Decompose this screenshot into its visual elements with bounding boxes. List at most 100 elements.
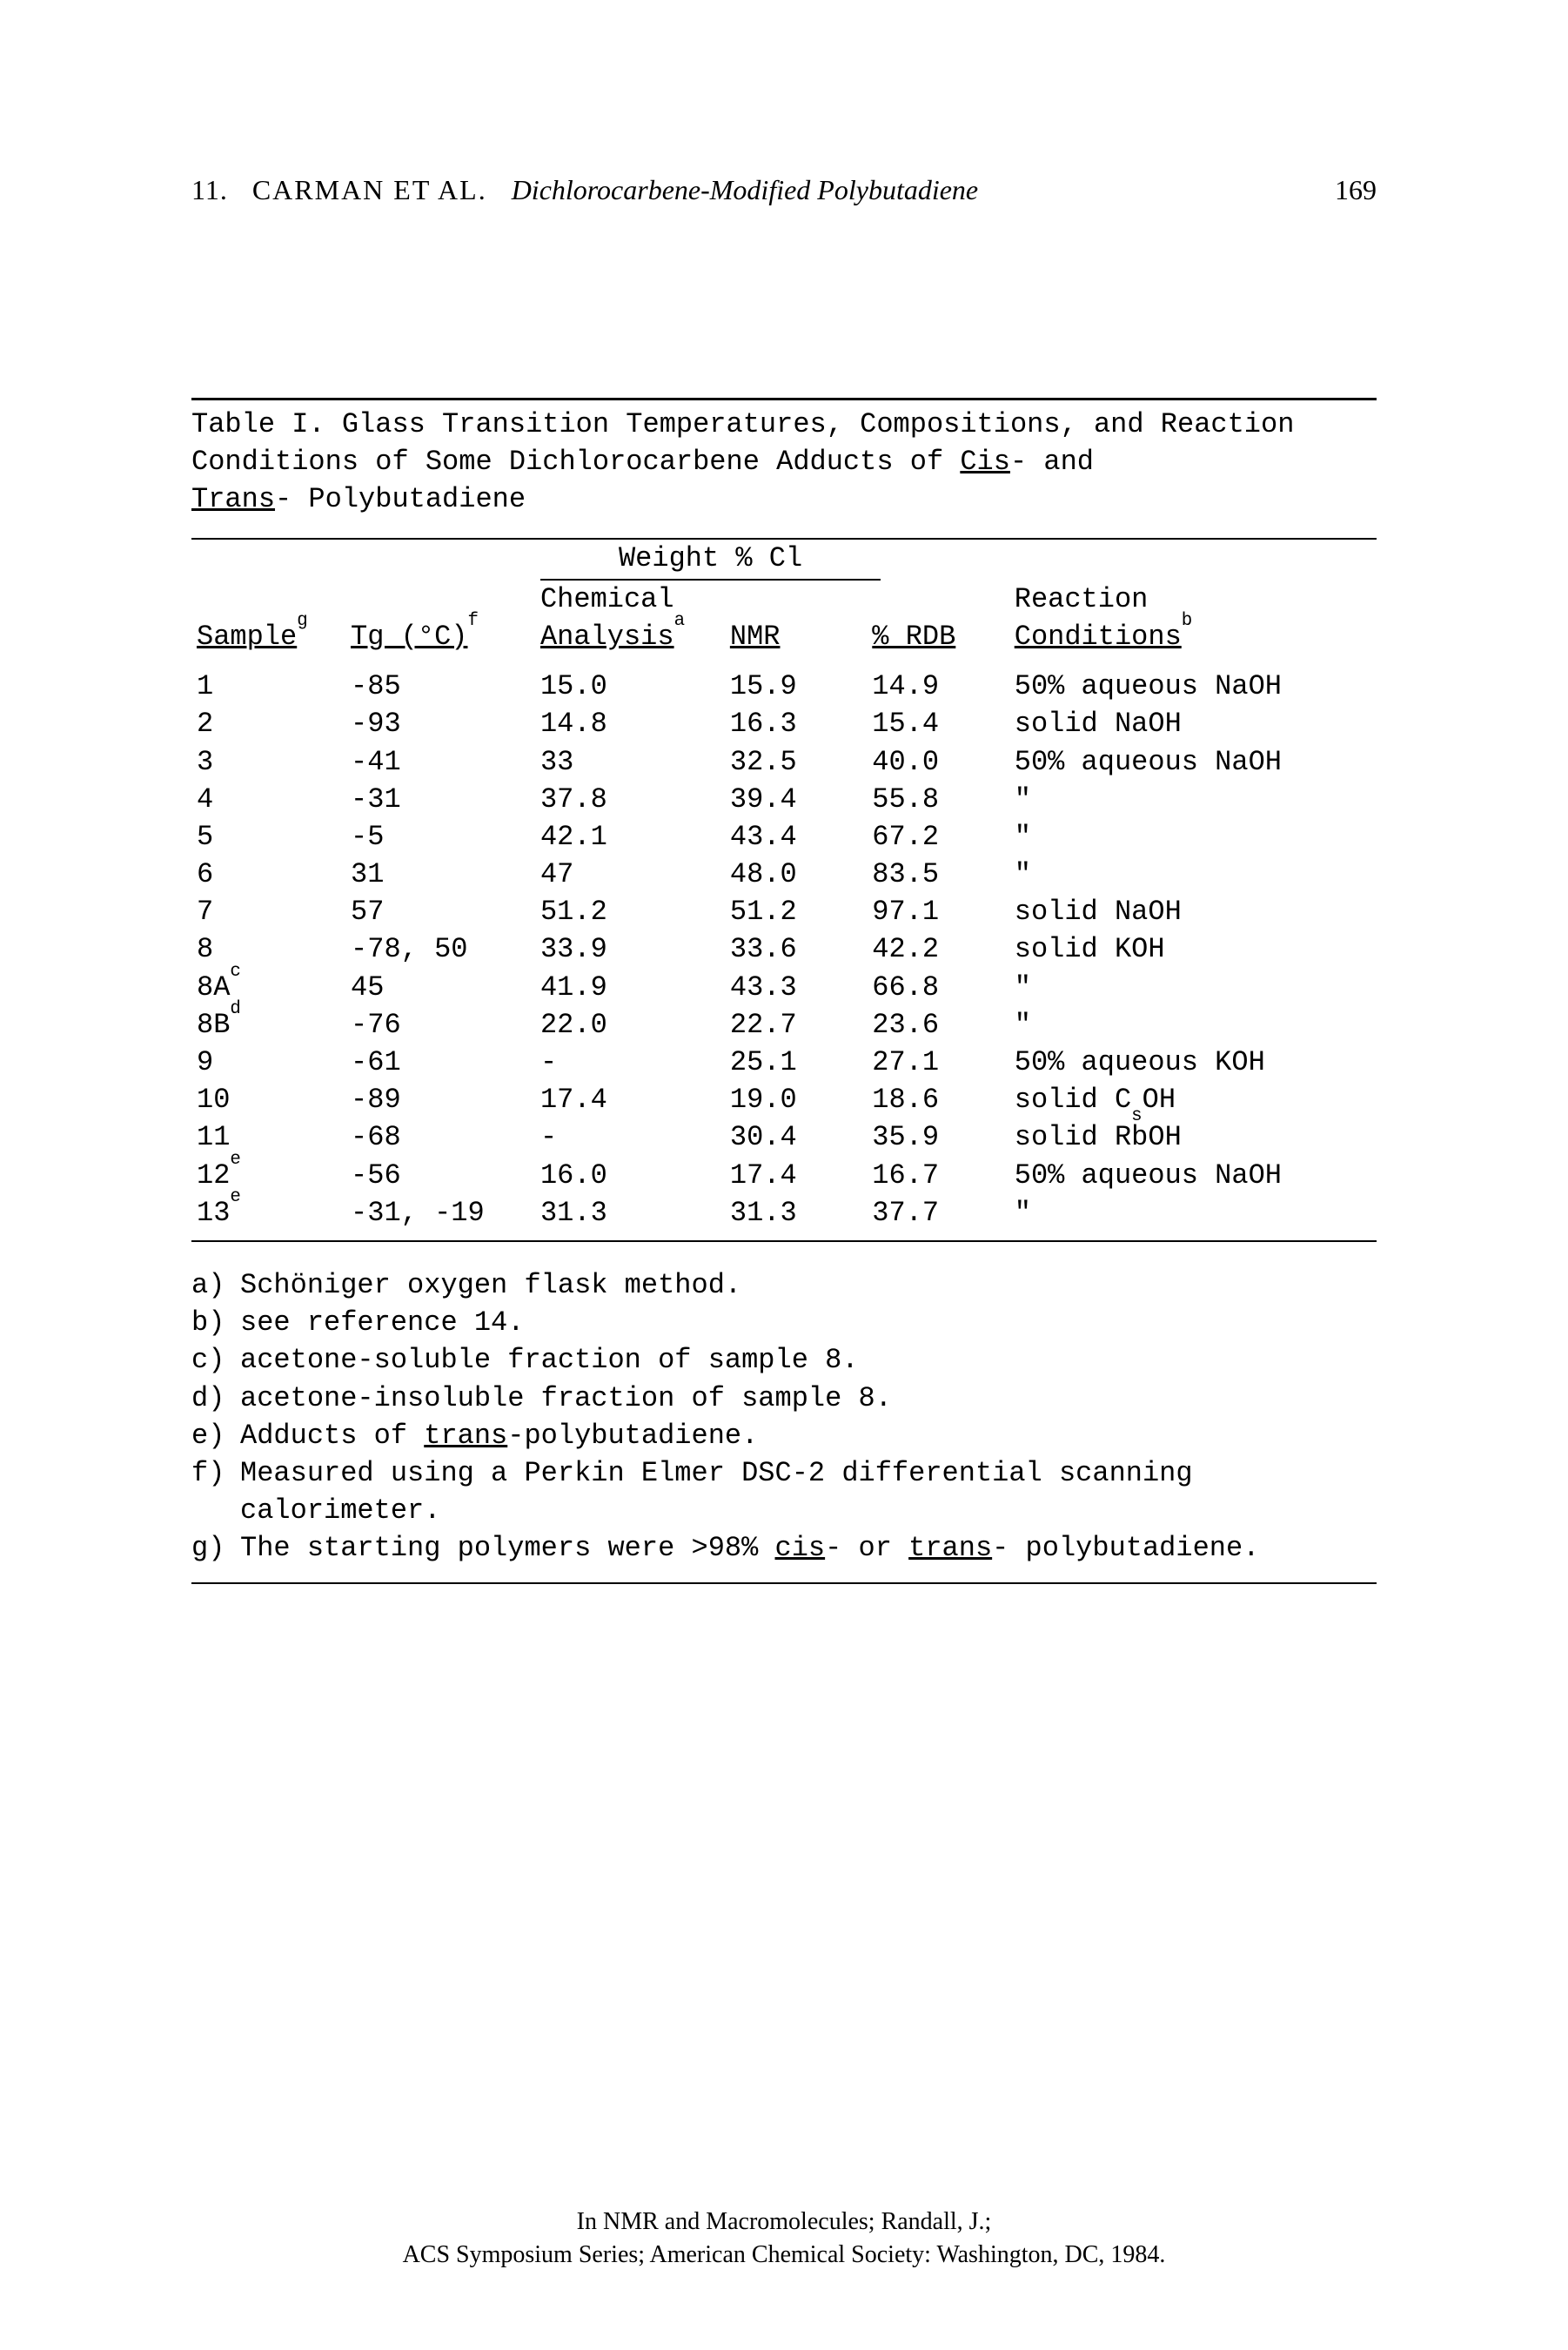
cell-cond: solid NaOH <box>1009 705 1377 742</box>
cell-rdb: 42.2 <box>867 930 1008 968</box>
authors: CARMAN ET AL. <box>252 174 487 206</box>
cell-tg: 57 <box>345 893 535 930</box>
page-number: 169 <box>1335 174 1377 206</box>
cell-rdb: 83.5 <box>867 856 1008 893</box>
footnote-label: g) <box>191 1529 240 1567</box>
col-nmr: NMR <box>725 581 867 655</box>
cell-nmr: 31.3 <box>725 1194 867 1232</box>
cell-cond: 50% aqueous KOH <box>1009 1044 1377 1081</box>
caption-tail: - Polybutadiene <box>275 483 526 515</box>
footnote-text: acetone-soluble fraction of sample 8. <box>240 1341 1377 1379</box>
cell-chem: - <box>535 1044 725 1081</box>
cell-rdb: 16.7 <box>867 1157 1008 1194</box>
cell-sample: 11 <box>191 1118 345 1156</box>
cell-chem: 22.0 <box>535 1006 725 1044</box>
cell-rdb: 67.2 <box>867 818 1008 856</box>
cell-tg: -78, 50 <box>345 930 535 968</box>
table-frame: Weight % Cl Sampleg Tg (°C)f ChemicalAna… <box>191 538 1377 1242</box>
cell-tg: -41 <box>345 743 535 781</box>
running-head-left: 11. CARMAN ET AL. Dichlorocarbene-Modifi… <box>191 174 978 206</box>
col-group-weightcl: Weight % Cl <box>535 540 867 581</box>
cell-sample: 8 <box>191 930 345 968</box>
cell-tg: -76 <box>345 1006 535 1044</box>
cell-sample: 3 <box>191 743 345 781</box>
cell-sample: 13e <box>191 1194 345 1232</box>
cell-nmr: 43.4 <box>725 818 867 856</box>
cell-cond: solid NaOH <box>1009 893 1377 930</box>
cell-rdb: 37.7 <box>867 1194 1008 1232</box>
table-row: 1-8515.015.914.950% aqueous NaOH <box>191 668 1377 705</box>
table-head: Weight % Cl Sampleg Tg (°C)f ChemicalAna… <box>191 540 1377 668</box>
cell-tg: -56 <box>345 1157 535 1194</box>
caption-lead: Table I. Glass Transition Temperatures, … <box>191 408 1294 478</box>
cell-sample: 9 <box>191 1044 345 1081</box>
footnote-text: Schöniger oxygen flask method. <box>240 1266 1377 1304</box>
footnote-label: f) <box>191 1454 240 1529</box>
table-row: 6314748.083.5" <box>191 856 1377 893</box>
cell-sample: 7 <box>191 893 345 930</box>
running-head: 11. CARMAN ET AL. Dichlorocarbene-Modifi… <box>191 174 1377 206</box>
cell-sample: 6 <box>191 856 345 893</box>
table-row: 2-9314.816.315.4solid NaOH <box>191 705 1377 742</box>
cell-cond: solid KOH <box>1009 930 1377 968</box>
footnote-label: b) <box>191 1304 240 1341</box>
table-row: 13e-31, -1931.331.337.7" <box>191 1194 1377 1232</box>
table-row: 11-68-30.435.9solid RbOH <box>191 1118 1377 1156</box>
footnote-text: Measured using a Perkin Elmer DSC-2 diff… <box>240 1454 1377 1529</box>
cell-cond: " <box>1009 818 1377 856</box>
cell-chem: - <box>535 1118 725 1156</box>
footnote: c)acetone-soluble fraction of sample 8. <box>191 1341 1377 1379</box>
caption-cis: Cis <box>960 446 1010 478</box>
cell-tg: -61 <box>345 1044 535 1081</box>
cell-rdb: 15.4 <box>867 705 1008 742</box>
table-body: 1-8515.015.914.950% aqueous NaOH2-9314.8… <box>191 668 1377 1232</box>
cell-chem: 42.1 <box>535 818 725 856</box>
col-tg: Tg (°C)f <box>345 581 535 655</box>
imprint-line2: ACS Symposium Series; American Chemical … <box>0 2239 1568 2272</box>
cell-cond: " <box>1009 1194 1377 1232</box>
footnote-label: c) <box>191 1341 240 1379</box>
page: 11. CARMAN ET AL. Dichlorocarbene-Modifi… <box>0 0 1568 2350</box>
cell-chem: 37.8 <box>535 781 725 818</box>
col-cond: ReactionConditionsb <box>1009 581 1377 655</box>
footnote-label: e) <box>191 1417 240 1454</box>
cell-cond: " <box>1009 856 1377 893</box>
chapter-number: 11. <box>191 174 228 206</box>
cell-nmr: 48.0 <box>725 856 867 893</box>
cell-chem: 14.8 <box>535 705 725 742</box>
cell-nmr: 43.3 <box>725 969 867 1006</box>
cell-sample: 8Bd <box>191 1006 345 1044</box>
table-bottom-rule <box>191 1582 1377 1584</box>
cell-nmr: 17.4 <box>725 1157 867 1194</box>
cell-tg: -31, -19 <box>345 1194 535 1232</box>
cell-tg: -5 <box>345 818 535 856</box>
cell-chem: 41.9 <box>535 969 725 1006</box>
cell-tg: 31 <box>345 856 535 893</box>
cell-chem: 16.0 <box>535 1157 725 1194</box>
footnote-text: Adducts of trans-polybutadiene. <box>240 1417 1377 1454</box>
imprint: In NMR and Macromolecules; Randall, J.; … <box>0 2206 1568 2272</box>
footnote: b)see reference 14. <box>191 1304 1377 1341</box>
footnote-text: The starting polymers were >98% cis- or … <box>240 1529 1377 1567</box>
cell-tg: -93 <box>345 705 535 742</box>
cell-nmr: 33.6 <box>725 930 867 968</box>
table-row: 8Ac4541.943.366.8" <box>191 969 1377 1006</box>
footnotes: a)Schöniger oxygen flask method.b)see re… <box>191 1266 1377 1568</box>
cell-tg: -68 <box>345 1118 535 1156</box>
cell-rdb: 27.1 <box>867 1044 1008 1081</box>
cell-sample: 1 <box>191 668 345 705</box>
cell-rdb: 66.8 <box>867 969 1008 1006</box>
footnote: f)Measured using a Perkin Elmer DSC-2 di… <box>191 1454 1377 1529</box>
cell-nmr: 19.0 <box>725 1081 867 1118</box>
cell-cond: " <box>1009 781 1377 818</box>
cell-nmr: 30.4 <box>725 1118 867 1156</box>
cell-tg: -31 <box>345 781 535 818</box>
caption-mid: - and <box>1010 446 1094 478</box>
imprint-line1: In NMR and Macromolecules; Randall, J.; <box>0 2206 1568 2239</box>
footnote-text: see reference 14. <box>240 1304 1377 1341</box>
cell-cond: 50% aqueous NaOH <box>1009 1157 1377 1194</box>
col-sample: Sampleg <box>191 581 345 655</box>
cell-cond: 50% aqueous NaOH <box>1009 668 1377 705</box>
caption-trans: Trans <box>191 483 275 515</box>
table-row: 75751.251.297.1solid NaOH <box>191 893 1377 930</box>
